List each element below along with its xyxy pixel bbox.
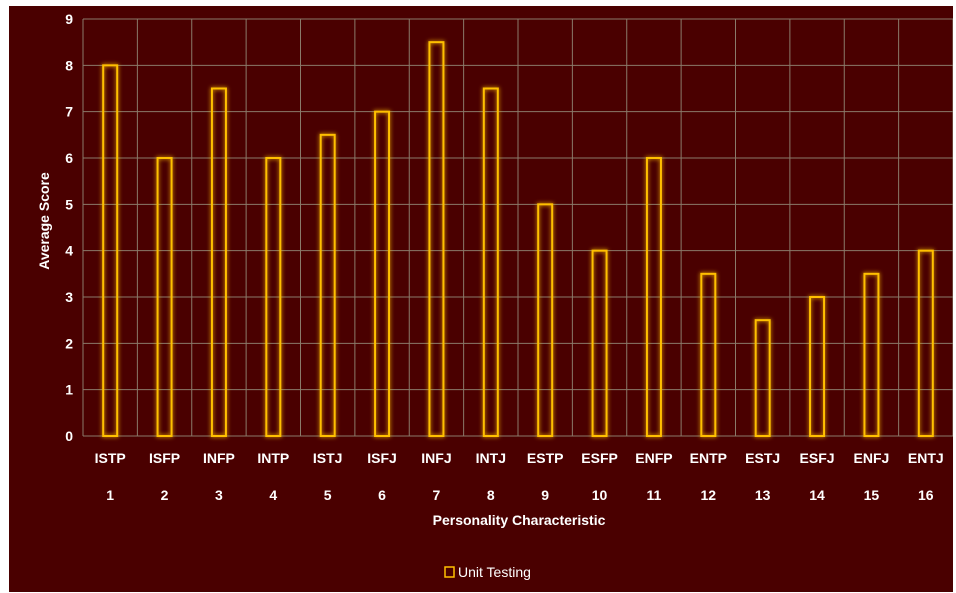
bar-estp	[537, 203, 554, 437]
x-tick-number: 13	[755, 487, 771, 503]
x-tick-label: ISTP	[95, 450, 126, 466]
x-tick-label: INTP	[257, 450, 289, 466]
x-tick-number: 6	[378, 487, 386, 503]
bar-istp	[102, 64, 119, 437]
x-tick-label: ESFP	[581, 450, 618, 466]
x-tick-number: 16	[918, 487, 934, 503]
y-tick-label: 1	[65, 382, 73, 398]
x-tick-number: 14	[809, 487, 825, 503]
bar-estj	[754, 319, 771, 437]
y-tick-label: 2	[65, 335, 73, 351]
x-tick-label: ISFP	[149, 450, 180, 466]
x-tick-number: 7	[433, 487, 441, 503]
x-tick-label: ENFJ	[854, 450, 890, 466]
x-tick-number: 9	[541, 487, 549, 503]
x-tick-label: ENTJ	[908, 450, 944, 466]
bar-esfp	[591, 249, 608, 437]
gridlines	[82, 18, 953, 437]
x-tick-label: ENFP	[635, 450, 672, 466]
x-tick-label: ESFJ	[800, 450, 835, 466]
x-axis-title: Personality Characteristic	[433, 512, 606, 528]
legend-swatch	[444, 566, 455, 578]
y-tick-label: 0	[65, 428, 73, 444]
x-tick-number: 10	[592, 487, 608, 503]
x-axis-category-labels: ISTP ISFP INFP INTP ISTJ ISFJ INFJ INTJ ESTP ESFP…	[95, 450, 944, 466]
bar-infj	[428, 41, 445, 438]
y-tick-label: 8	[65, 57, 73, 73]
bar-isfp	[156, 157, 173, 437]
x-tick-number: 1	[106, 487, 114, 503]
x-tick-label: INFJ	[421, 450, 451, 466]
y-axis-ticks: 0 1 2 3 4 5 6 7 8 9	[65, 11, 73, 444]
legend-label: Unit Testing	[458, 564, 531, 580]
y-tick-label: 7	[65, 104, 73, 120]
bar-enfj	[863, 272, 880, 438]
x-axis-number-labels: 1 2 3 4 5 6 7 8 9 10 11 12 13 14 15 16	[106, 487, 934, 503]
bar-esfj	[809, 296, 826, 437]
x-tick-label: INFP	[203, 450, 235, 466]
x-tick-number: 8	[487, 487, 495, 503]
x-tick-number: 2	[161, 487, 169, 503]
x-tick-label: ENTP	[690, 450, 727, 466]
x-tick-label: ISTJ	[313, 450, 343, 466]
x-tick-number: 11	[647, 487, 662, 503]
bar-isfj	[374, 110, 391, 438]
x-tick-label: ESTP	[527, 450, 564, 466]
bar-intj	[482, 87, 499, 437]
x-tick-label: ISFJ	[367, 450, 397, 466]
legend: Unit Testing	[444, 564, 531, 580]
bar-infp	[210, 87, 227, 437]
x-tick-label: INTJ	[476, 450, 506, 466]
bars	[102, 41, 934, 438]
y-tick-label: 5	[65, 196, 73, 212]
x-tick-number: 3	[215, 487, 223, 503]
y-axis-title: Average Score	[36, 172, 52, 270]
x-tick-number: 5	[324, 487, 332, 503]
x-tick-number: 4	[269, 487, 277, 503]
y-tick-label: 6	[65, 150, 73, 166]
bar-entp	[700, 272, 717, 438]
bar-intp	[265, 157, 282, 437]
x-tick-number: 15	[864, 487, 880, 503]
x-tick-number: 12	[701, 487, 717, 503]
x-tick-label: ESTJ	[745, 450, 780, 466]
y-tick-label: 4	[65, 243, 73, 259]
y-tick-label: 9	[65, 11, 73, 27]
bar-entj	[917, 249, 934, 437]
y-tick-label: 3	[65, 289, 73, 305]
bar-istj	[319, 133, 336, 437]
bar-enfp	[645, 157, 662, 437]
